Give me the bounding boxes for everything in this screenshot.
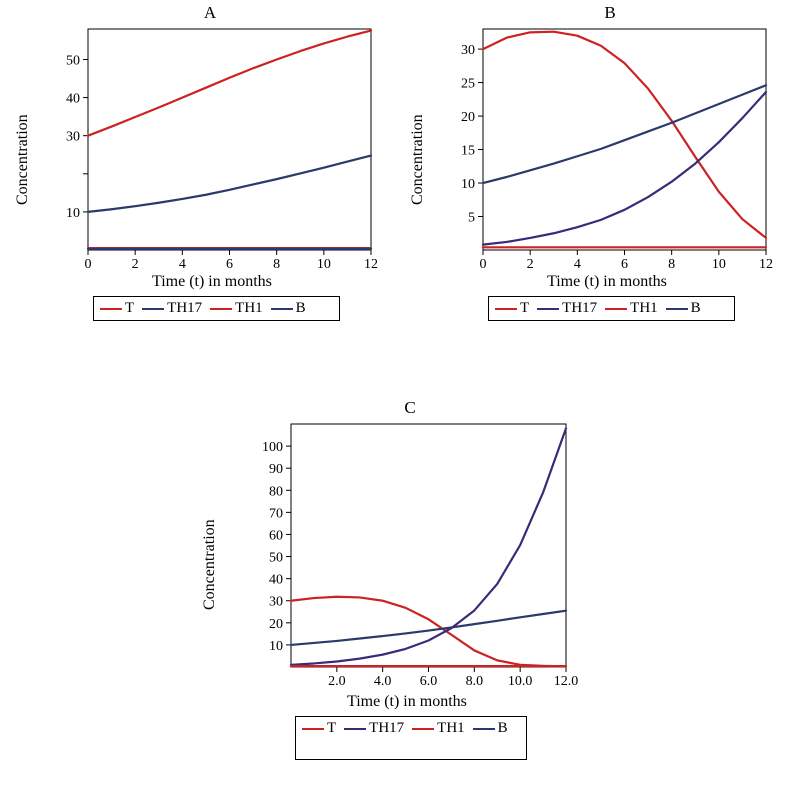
legend-item: TH17 [142, 300, 202, 317]
svg-text:6.0: 6.0 [420, 674, 438, 689]
svg-text:4: 4 [574, 257, 581, 272]
legend-item: TH1 [605, 300, 658, 317]
legend-swatch [100, 308, 122, 310]
svg-text:60: 60 [269, 528, 283, 543]
svg-text:90: 90 [269, 462, 283, 477]
legend-swatch [210, 308, 232, 310]
svg-text:40: 40 [66, 92, 80, 107]
svg-text:15: 15 [461, 144, 475, 159]
svg-text:2: 2 [527, 257, 534, 272]
legend-label: B [498, 720, 508, 737]
panel-c-ylabel: Concentration [201, 519, 219, 610]
legend-item: TH1 [210, 300, 263, 317]
legend-label: T [327, 720, 336, 737]
legend-item: T [100, 300, 134, 317]
legend-item: B [271, 300, 306, 317]
legend-swatch [605, 308, 627, 310]
legend-item: B [666, 300, 701, 317]
svg-text:100: 100 [262, 440, 283, 455]
svg-text:50: 50 [66, 53, 80, 68]
svg-text:10: 10 [66, 206, 80, 221]
panel-c-plot: 2.04.06.08.010.012.010203040506070809010… [251, 419, 571, 689]
svg-text:0: 0 [480, 257, 487, 272]
svg-text:5: 5 [468, 211, 475, 226]
svg-text:20: 20 [269, 617, 283, 632]
legend-swatch [302, 728, 324, 730]
legend-swatch [142, 308, 164, 310]
legend-item: TH1 [412, 720, 465, 737]
svg-text:30: 30 [66, 130, 80, 145]
legend-item: B [473, 720, 508, 737]
svg-text:30: 30 [269, 595, 283, 610]
panel-b-title: B [600, 3, 620, 23]
legend-swatch [344, 728, 366, 730]
legend-label: T [125, 300, 134, 317]
svg-text:12: 12 [364, 257, 378, 272]
legend-swatch [412, 728, 434, 730]
legend-item: TH17 [344, 720, 404, 737]
svg-text:50: 50 [269, 551, 283, 566]
svg-text:20: 20 [461, 110, 475, 125]
svg-text:70: 70 [269, 506, 283, 521]
legend-label: B [296, 300, 306, 317]
panel-b-xlabel: Time (t) in months [547, 273, 667, 291]
panel-a-ylabel: Concentration [14, 114, 32, 205]
svg-text:30: 30 [461, 43, 475, 58]
panel-b-legend: T TH17 TH1 B [488, 296, 735, 321]
panel-a-title: A [200, 3, 220, 23]
legend-swatch [666, 308, 688, 310]
panel-c-legend: T TH17 TH1 B [295, 716, 527, 760]
svg-text:10: 10 [269, 639, 283, 654]
panel-a-plot: 0 2 4 6 8 10 12 10 30 40 50 [56, 24, 376, 272]
svg-text:2.0: 2.0 [328, 674, 346, 689]
panel-c: C Concentration Time (t) in months 2.0 4.… [195, 395, 585, 765]
legend-label: TH1 [437, 720, 465, 737]
legend-item: T [302, 720, 336, 737]
panel-a-xlabel: Time (t) in months [152, 273, 272, 291]
svg-text:10: 10 [317, 257, 331, 272]
legend-label: TH17 [167, 300, 202, 317]
svg-text:6: 6 [226, 257, 233, 272]
legend-label: B [691, 300, 701, 317]
panel-a-legend: T TH17 TH1 B [93, 296, 340, 321]
panel-c-xlabel: Time (t) in months [347, 693, 467, 711]
panel-b: B Concentration Time (t) in months 0 2 4 6 8… [395, 0, 785, 330]
panel-a: A Concentration Time (t) in months 0 2 4 6 8… [0, 0, 390, 330]
legend-swatch [495, 308, 517, 310]
svg-text:8: 8 [273, 257, 280, 272]
svg-text:25: 25 [461, 77, 475, 92]
svg-text:8: 8 [668, 257, 675, 272]
legend-swatch [473, 728, 495, 730]
svg-text:4.0: 4.0 [374, 674, 392, 689]
legend-label: TH1 [630, 300, 658, 317]
svg-text:12: 12 [759, 257, 773, 272]
svg-text:10: 10 [712, 257, 726, 272]
panel-b-plot: 0 2 4 6 8 10 12 5 10 15 20 25 30 [451, 24, 771, 272]
legend-label: TH17 [562, 300, 597, 317]
legend-label: TH1 [235, 300, 263, 317]
legend-swatch [537, 308, 559, 310]
svg-text:8.0: 8.0 [466, 674, 484, 689]
legend-label: TH17 [369, 720, 404, 737]
legend-item: TH17 [537, 300, 597, 317]
svg-text:6: 6 [621, 257, 628, 272]
svg-text:40: 40 [269, 573, 283, 588]
legend-label: T [520, 300, 529, 317]
panel-c-title: C [400, 398, 420, 418]
svg-text:4: 4 [179, 257, 186, 272]
legend-item: T [495, 300, 529, 317]
panel-b-ylabel: Concentration [409, 114, 427, 205]
svg-text:2: 2 [132, 257, 139, 272]
svg-text:0: 0 [85, 257, 92, 272]
svg-text:10.0: 10.0 [508, 674, 532, 689]
legend-swatch [271, 308, 293, 310]
svg-text:80: 80 [269, 484, 283, 499]
svg-text:10: 10 [461, 177, 475, 192]
svg-text:12.0: 12.0 [554, 674, 579, 689]
